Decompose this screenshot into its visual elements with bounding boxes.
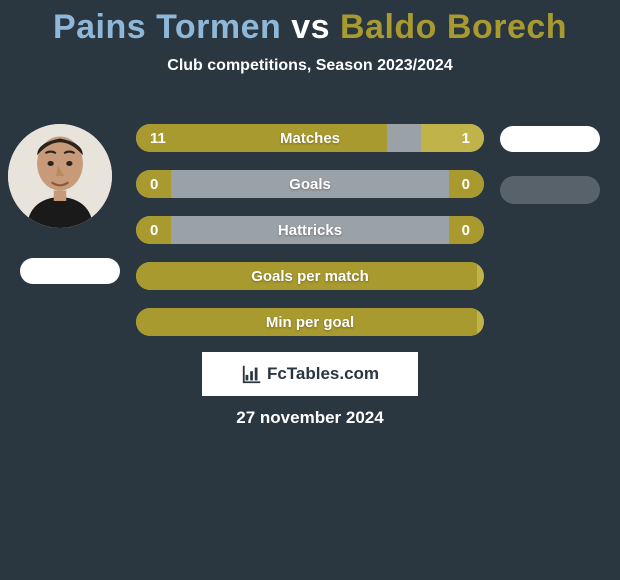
- bar-value-left: 11: [150, 124, 166, 152]
- player1-name-pill: [20, 258, 120, 284]
- vs-text: vs: [291, 8, 330, 46]
- bar-value-left: 0: [150, 216, 158, 244]
- bar-label: Goals: [136, 170, 484, 198]
- bar-value-right: 1: [462, 124, 470, 152]
- stat-bars: Matches111Goals00Hattricks00Goals per ma…: [136, 124, 484, 354]
- player2-name: Baldo Borech: [340, 8, 567, 46]
- logo-text: FcTables.com: [267, 364, 379, 384]
- fctables-logo[interactable]: FcTables.com: [202, 352, 418, 396]
- stat-bar-row: Goals0 0: [136, 170, 484, 198]
- bar-value-left: 0: [150, 170, 158, 198]
- stat-bar-row: Goals per match: [136, 262, 484, 290]
- stat-bar-row: Matches111: [136, 124, 484, 152]
- player2-silhouette: [500, 176, 600, 204]
- comparison-title: Pains Tormen vs Baldo Borech: [0, 0, 620, 47]
- bar-label: Goals per match: [136, 262, 484, 290]
- subtitle: Club competitions, Season 2023/2024: [0, 57, 620, 75]
- bar-label: Hattricks: [136, 216, 484, 244]
- bar-label: Matches: [136, 124, 484, 152]
- stat-bar-row: Hattricks0 0: [136, 216, 484, 244]
- chart-icon: [241, 363, 263, 385]
- bar-value-right: 0: [462, 216, 470, 244]
- player2-name-pill: [500, 126, 600, 152]
- date-text: 27 november 2024: [0, 408, 620, 428]
- bar-label: Min per goal: [136, 308, 484, 336]
- player1-avatar-image: [8, 124, 112, 228]
- bar-value-right: 0: [462, 170, 470, 198]
- player1-name: Pains Tormen: [53, 8, 281, 46]
- player1-avatar: [8, 124, 112, 228]
- stat-bar-row: Min per goal: [136, 308, 484, 336]
